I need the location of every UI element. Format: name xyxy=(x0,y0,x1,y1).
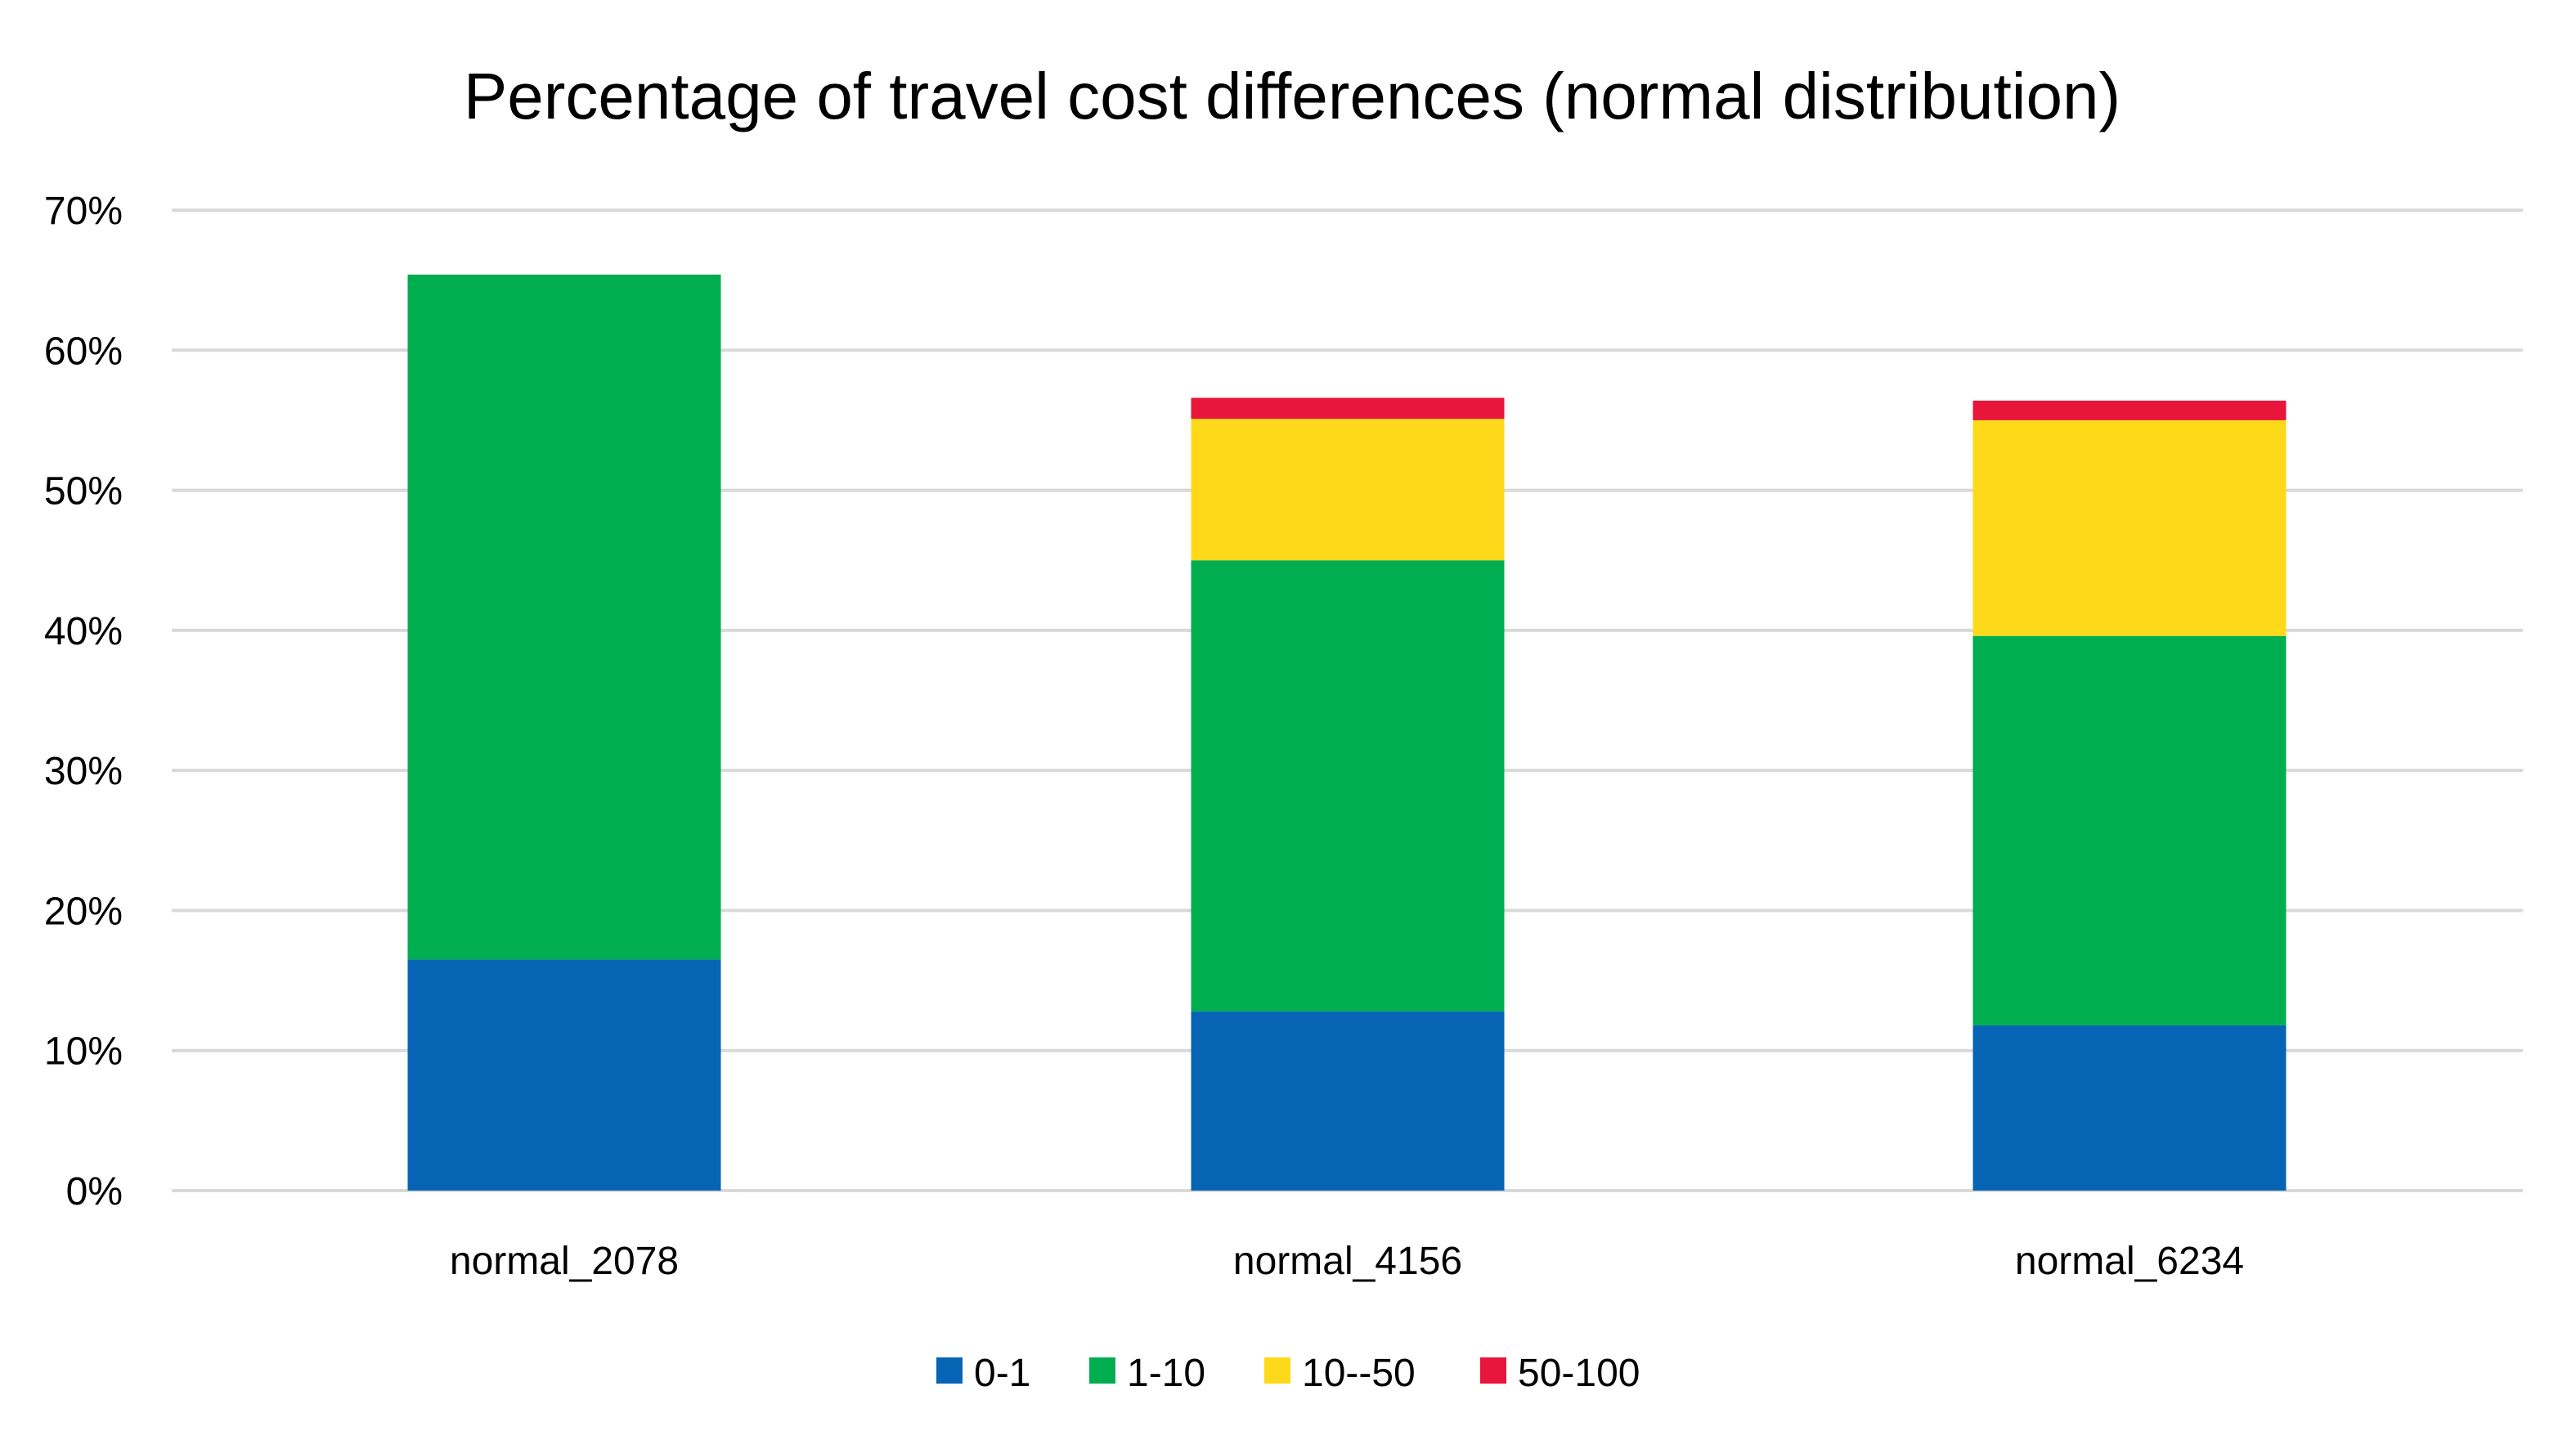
x-tick-label: normal_6234 xyxy=(2015,1240,2244,1283)
y-tick-label: 50% xyxy=(44,470,123,514)
y-tick-label: 0% xyxy=(66,1170,123,1213)
legend-label: 10--50 xyxy=(1302,1352,1416,1395)
y-tick-label: 10% xyxy=(44,1030,123,1074)
legend-swatch xyxy=(1480,1357,1506,1384)
x-tick-label: normal_2078 xyxy=(450,1240,679,1283)
y-tick-label: 70% xyxy=(44,190,123,233)
y-tick-label: 60% xyxy=(44,330,123,373)
legend-label: 0-1 xyxy=(974,1352,1030,1395)
bars xyxy=(407,274,2287,1191)
bar-segment-1-10 xyxy=(1972,635,2287,1025)
bar-segment-50-100 xyxy=(1191,397,1505,419)
bar-segment-1-10 xyxy=(1191,560,1505,1012)
legend-label: 50-100 xyxy=(1518,1352,1640,1395)
y-tick-label: 40% xyxy=(44,610,123,653)
chart-title: Percentage of travel cost differences (n… xyxy=(464,60,2120,132)
bar-segment-1-10 xyxy=(407,274,721,960)
y-axis-ticks: 0% 10% 20% 30% 40% 50% 60% 70% xyxy=(44,190,123,1213)
y-tick-label: 30% xyxy=(44,750,123,793)
bar-segment-0-1 xyxy=(407,959,721,1191)
y-tick-label: 20% xyxy=(44,890,123,933)
bar-segment-0-1 xyxy=(1972,1025,2287,1191)
x-tick-label: normal_4156 xyxy=(1233,1240,1462,1283)
legend-swatch xyxy=(936,1357,963,1384)
legend-label: 1-10 xyxy=(1127,1352,1205,1395)
bar-segment-0-1 xyxy=(1191,1011,1505,1191)
legend-swatch xyxy=(1264,1357,1290,1384)
legend: 0-1 1-10 10--50 50-100 xyxy=(936,1352,1640,1395)
x-axis-ticks: normal_2078 normal_4156 normal_6234 xyxy=(450,1240,2244,1283)
bar-segment-10--50 xyxy=(1191,419,1505,561)
bar-segment-10--50 xyxy=(1972,419,2287,636)
bar-segment-50-100 xyxy=(1972,400,2287,420)
legend-swatch xyxy=(1089,1357,1115,1384)
